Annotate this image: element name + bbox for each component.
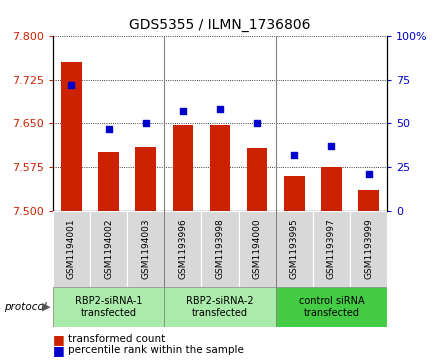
Bar xyxy=(98,152,119,211)
Bar xyxy=(136,147,156,211)
Text: ■: ■ xyxy=(53,333,65,346)
Point xyxy=(291,152,298,158)
Text: GSM1193999: GSM1193999 xyxy=(364,218,373,279)
Text: GSM1194003: GSM1194003 xyxy=(141,218,150,279)
Bar xyxy=(238,211,276,287)
Text: ▶: ▶ xyxy=(42,302,50,312)
Bar xyxy=(247,148,268,211)
Point xyxy=(142,121,149,126)
Point xyxy=(328,143,335,149)
Bar xyxy=(276,287,387,327)
Point xyxy=(68,82,75,88)
Text: GSM1194002: GSM1194002 xyxy=(104,219,113,279)
Bar xyxy=(350,211,387,287)
Point xyxy=(105,126,112,131)
Title: GDS5355 / ILMN_1736806: GDS5355 / ILMN_1736806 xyxy=(129,19,311,33)
Bar xyxy=(276,211,313,287)
Bar xyxy=(313,211,350,287)
Bar xyxy=(284,176,304,211)
Bar xyxy=(321,167,342,211)
Text: ■: ■ xyxy=(53,344,65,357)
Text: protocol: protocol xyxy=(4,302,47,312)
Point xyxy=(180,108,187,114)
Bar xyxy=(61,62,81,211)
Bar xyxy=(359,190,379,211)
Point xyxy=(253,121,260,126)
Text: GSM1193995: GSM1193995 xyxy=(290,218,299,279)
Bar xyxy=(172,125,193,211)
Bar xyxy=(202,211,238,287)
Text: GSM1193997: GSM1193997 xyxy=(327,218,336,279)
Text: RBP2-siRNA-2
transfected: RBP2-siRNA-2 transfected xyxy=(186,296,254,318)
Bar xyxy=(127,211,164,287)
Bar xyxy=(210,125,230,211)
Text: percentile rank within the sample: percentile rank within the sample xyxy=(68,345,244,355)
Bar xyxy=(53,287,164,327)
Bar xyxy=(53,211,90,287)
Bar xyxy=(164,287,276,327)
Bar xyxy=(164,211,202,287)
Text: RBP2-siRNA-1
transfected: RBP2-siRNA-1 transfected xyxy=(75,296,142,318)
Bar xyxy=(90,211,127,287)
Point xyxy=(216,107,224,113)
Text: control siRNA
transfected: control siRNA transfected xyxy=(299,296,364,318)
Text: GSM1193996: GSM1193996 xyxy=(178,218,187,279)
Text: GSM1193998: GSM1193998 xyxy=(216,218,224,279)
Text: transformed count: transformed count xyxy=(68,334,165,344)
Point xyxy=(365,171,372,177)
Text: GSM1194000: GSM1194000 xyxy=(253,218,262,279)
Text: GSM1194001: GSM1194001 xyxy=(67,218,76,279)
